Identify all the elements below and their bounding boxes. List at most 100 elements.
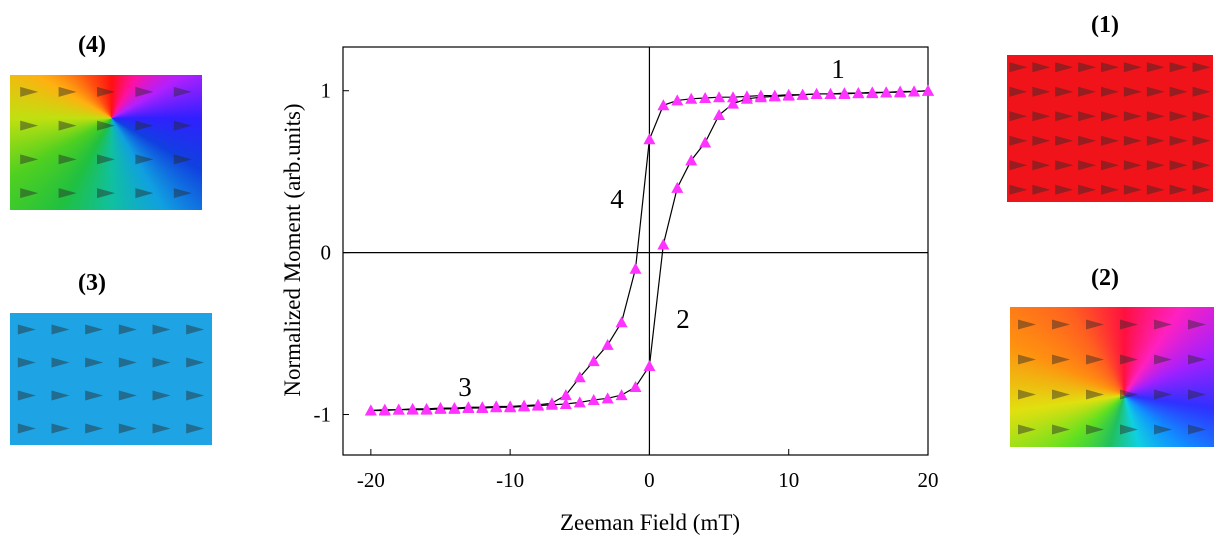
marker (922, 84, 934, 96)
arrow (1192, 86, 1211, 97)
marker (824, 87, 837, 99)
marker (880, 86, 893, 98)
marker (559, 398, 572, 409)
arrow (1055, 62, 1074, 73)
arrow (1101, 111, 1119, 122)
y-tick-label: 1 (321, 79, 332, 103)
marker (699, 136, 712, 148)
arrow (1009, 184, 1028, 195)
marker (810, 87, 823, 99)
arrow (118, 423, 137, 434)
marker (894, 85, 907, 97)
arrow (1086, 389, 1104, 400)
marker (629, 262, 642, 274)
arrow (85, 324, 104, 335)
marker (545, 398, 558, 410)
marker (476, 402, 489, 414)
x-tick-label: -10 (496, 468, 524, 492)
arrow (1188, 354, 1206, 365)
y-tick-label: 0 (321, 241, 332, 265)
arrow (1123, 184, 1142, 195)
arrow (1169, 62, 1188, 73)
arrow (1086, 354, 1104, 365)
arrow (85, 423, 104, 434)
arrow (20, 188, 39, 199)
arrow (1146, 62, 1165, 73)
arrow (85, 390, 104, 401)
panel-label: (2) (1091, 265, 1119, 291)
marker (685, 154, 698, 166)
arrow (20, 120, 39, 131)
arrow (1192, 62, 1211, 73)
marker (699, 92, 712, 103)
arrow (152, 423, 171, 434)
x-tick-label: -20 (357, 468, 385, 492)
panel-1 (1007, 55, 1213, 202)
arrow (1154, 424, 1172, 435)
arrow (17, 324, 36, 335)
arrow (1192, 160, 1211, 171)
arrow (186, 423, 205, 434)
arrow (1146, 86, 1165, 97)
marker (364, 404, 377, 416)
marker (657, 99, 670, 111)
y-tick-label: -1 (314, 403, 332, 427)
annotation: 3 (458, 372, 472, 402)
arrow (1192, 184, 1211, 195)
marker (490, 401, 503, 413)
arrow (97, 154, 115, 165)
arrow (1032, 111, 1051, 122)
arrow (1018, 354, 1036, 365)
marker (727, 91, 739, 103)
marker (559, 389, 572, 401)
arrow (173, 86, 192, 97)
arrow (1101, 62, 1119, 73)
arrow (1009, 86, 1028, 97)
arrow (1078, 62, 1097, 73)
marker (671, 181, 684, 193)
arrow (20, 86, 39, 97)
arrow (1146, 184, 1165, 195)
arrow (135, 86, 154, 97)
arrow (51, 357, 70, 368)
marker (768, 90, 781, 102)
marker (573, 371, 586, 383)
arrow (1018, 319, 1036, 330)
x-tick-label: 10 (778, 468, 799, 492)
marker (685, 92, 698, 104)
arrow (1120, 354, 1138, 365)
arrow (1169, 184, 1188, 195)
arrow (1055, 111, 1074, 122)
arrow (1188, 389, 1206, 400)
arrow (1032, 86, 1051, 97)
arrow (1009, 111, 1028, 122)
arrow (152, 357, 171, 368)
arrow (1052, 354, 1070, 365)
arrow (1123, 62, 1142, 73)
arrow (173, 154, 192, 165)
marker (782, 89, 795, 101)
arrow (1078, 111, 1097, 122)
arrow (58, 120, 77, 131)
marker (532, 399, 544, 411)
marker (657, 238, 670, 250)
marker (462, 402, 475, 414)
arrow (1055, 184, 1074, 195)
marker (378, 404, 391, 416)
arrow (1188, 319, 1206, 330)
arrow (1123, 111, 1142, 122)
arrow (1154, 354, 1172, 365)
marker (643, 133, 656, 145)
marker (838, 87, 851, 99)
panel-3 (10, 313, 212, 445)
marker (615, 316, 628, 328)
marker (713, 91, 726, 103)
arrow (85, 357, 104, 368)
arrow (58, 86, 77, 97)
marker (392, 403, 405, 415)
arrow (118, 357, 137, 368)
marker (587, 355, 600, 367)
arrow (1169, 86, 1188, 97)
arrow (1192, 111, 1211, 122)
